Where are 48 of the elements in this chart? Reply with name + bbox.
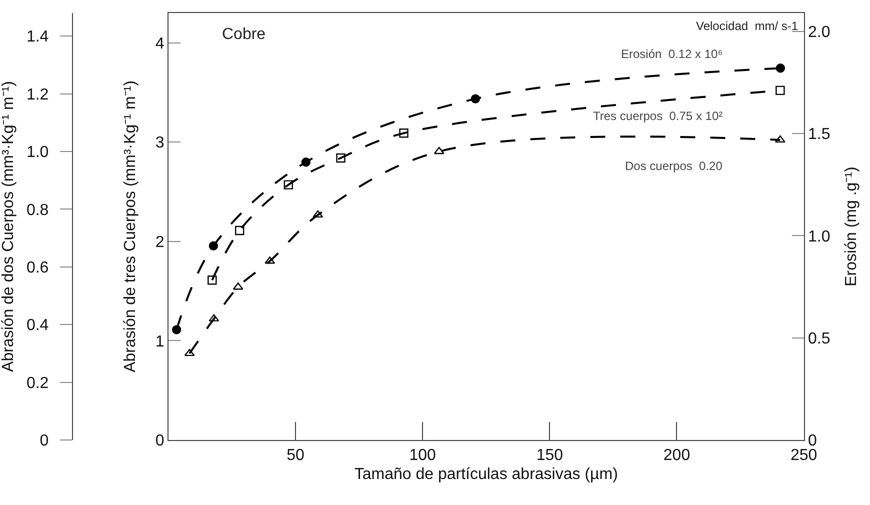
x-tick-label: 50 bbox=[286, 447, 305, 464]
y3-tick-label: 0.4 bbox=[26, 317, 49, 334]
point bbox=[208, 241, 218, 251]
y3-axis-title: Abrasión de dos Cuerpos (mm³·Kg⁻¹ m⁻¹) bbox=[0, 81, 17, 372]
y3-tick-label: 0.6 bbox=[26, 259, 49, 276]
annotation: Cobre bbox=[222, 26, 266, 43]
point bbox=[235, 226, 244, 236]
y-axis-title: Abrasión de tres Cuerpos (mm³·Kg⁻¹ m⁻¹) bbox=[122, 80, 140, 372]
y2-tick-label: 0.5 bbox=[808, 330, 830, 348]
x-tick-label: 100 bbox=[409, 447, 436, 464]
x-tick-label: 150 bbox=[536, 447, 564, 464]
y2-tick-label: 1.5 bbox=[808, 126, 830, 144]
point bbox=[284, 180, 294, 190]
y3-tick-label: 1.4 bbox=[26, 28, 49, 46]
y3-tick-label: 0.2 bbox=[26, 374, 49, 392]
y-tick-label: 0 bbox=[155, 432, 164, 450]
y3-tick-label: 0 bbox=[40, 432, 49, 450]
point bbox=[312, 210, 324, 218]
x-tick-label: 250 bbox=[790, 447, 818, 464]
point bbox=[776, 64, 786, 73]
y3-tick-label: 0.8 bbox=[26, 202, 49, 219]
point bbox=[776, 86, 785, 96]
y-tick-label: 1 bbox=[155, 333, 164, 350]
y-tick-label: 3 bbox=[155, 134, 164, 152]
y2-tick-label: 1.0 bbox=[808, 228, 830, 246]
point bbox=[208, 276, 217, 285]
annotation: Velocidad mm/ s-1 bbox=[696, 19, 798, 33]
point bbox=[434, 146, 444, 154]
point bbox=[232, 282, 244, 290]
series-label: Dos cuerpos 0.20 bbox=[625, 159, 723, 173]
point bbox=[470, 94, 480, 104]
y3-tick-label: 1.2 bbox=[26, 86, 49, 104]
y3-tick-label: 1.0 bbox=[26, 144, 49, 162]
point bbox=[774, 135, 786, 143]
point bbox=[399, 128, 408, 138]
point bbox=[184, 348, 195, 356]
y2-axis-title: Erosión (mg .g⁻¹) bbox=[843, 166, 860, 286]
point bbox=[172, 325, 182, 334]
point bbox=[301, 158, 311, 167]
y-tick-label: 4 bbox=[155, 35, 164, 52]
y2-tick-label: 0 bbox=[808, 432, 818, 450]
x-axis-title: Tamaño de partículas abrasivas (µm) bbox=[354, 466, 618, 483]
series-label: Erosión 0.12 x 10⁶ bbox=[621, 47, 723, 61]
series-label: Tres cuerpos 0.75 x 10² bbox=[593, 109, 723, 123]
y-tick-label: 2 bbox=[155, 234, 164, 251]
x-tick-label: 200 bbox=[663, 447, 690, 464]
y2-tick-label: 2.0 bbox=[808, 24, 830, 41]
point bbox=[336, 153, 346, 163]
